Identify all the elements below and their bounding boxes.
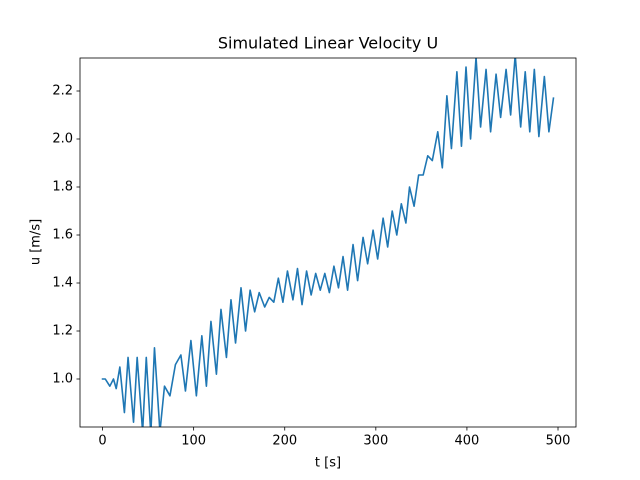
y-tick-label: 2.0 [52,132,73,147]
line-series [101,58,555,427]
y-tick-label: 1.0 [52,372,73,387]
axes-frame [79,57,577,428]
chart-title: Simulated Linear Velocity U [218,34,438,53]
y-tick-label: 1.2 [52,324,73,339]
x-tick-label: 300 [363,434,388,449]
y-tick-label: 1.4 [52,276,73,291]
y-axis-label: u [m/s] [29,219,44,265]
y-tick-label: 1.6 [52,228,73,243]
y-tick-label: 1.8 [52,180,73,195]
x-tick-label: 400 [455,434,480,449]
x-tick-label: 200 [272,434,297,449]
y-tick-label: 2.2 [52,84,73,99]
x-axis-label: t [s] [315,456,341,471]
plot-area [101,58,555,427]
x-tick-label: 100 [181,434,206,449]
x-tick-label: 0 [98,434,106,449]
x-tick-label: 500 [546,434,571,449]
